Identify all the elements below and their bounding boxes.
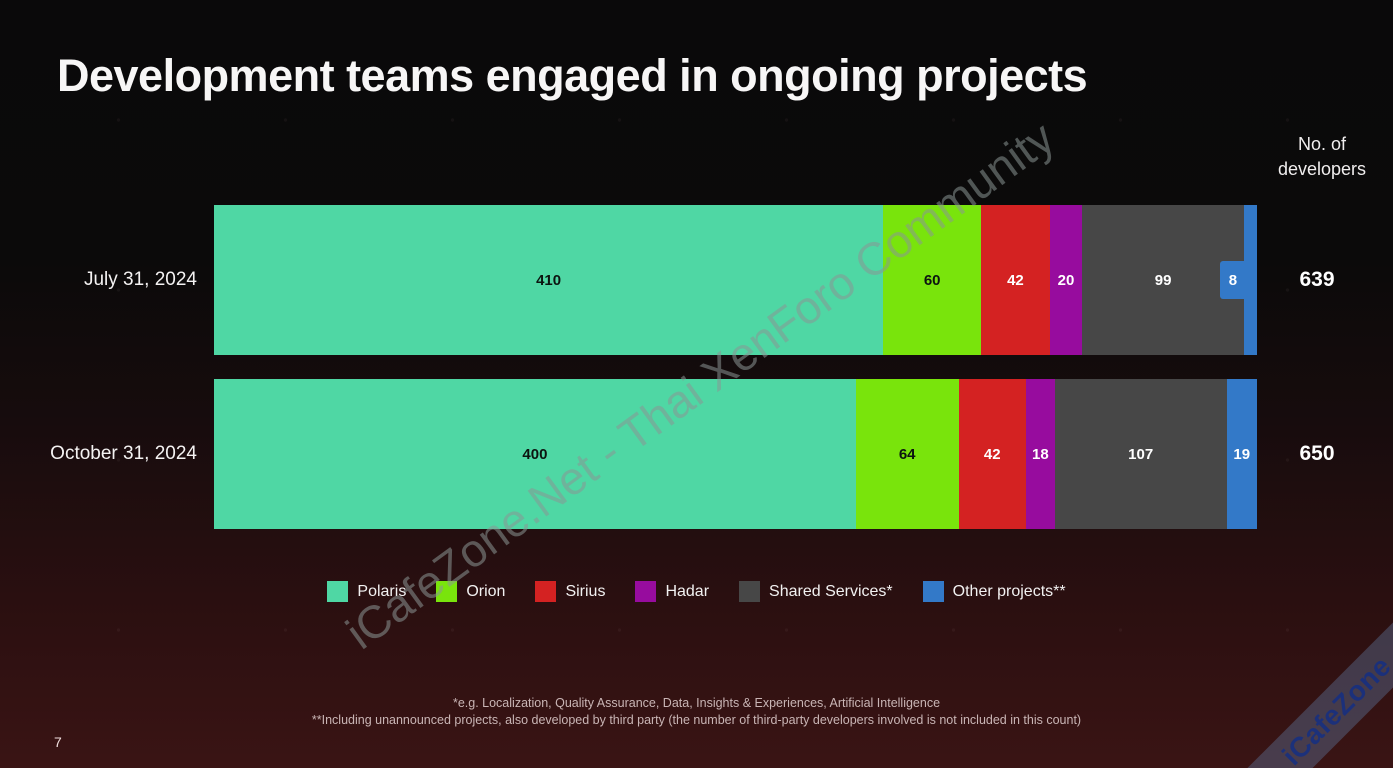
value-axis-label: No. of developers: [1278, 132, 1366, 182]
segment-value: 20: [1057, 271, 1075, 289]
row-label: July 31, 2024: [83, 269, 197, 290]
legend-label: Hadar: [665, 582, 710, 600]
legend-label: Other projects**: [952, 582, 1066, 600]
corner-watermark-ribbon: iCafeZone: [1232, 606, 1393, 768]
page-number: 7: [54, 734, 62, 750]
segment-value: 410: [536, 271, 562, 289]
legend-label: Shared Services*: [769, 582, 893, 600]
segment-value: 8: [1219, 261, 1246, 299]
footnotes: *e.g. Localization, Quality Assurance, D…: [0, 695, 1393, 728]
bar-segment: 18: [1025, 379, 1055, 529]
legend-item: Hadar: [635, 581, 709, 602]
stacked-bar: 410 60 42 20 99 8: [214, 205, 1257, 355]
segment-value: 107: [1128, 445, 1154, 463]
bar-segment: 64: [855, 379, 959, 529]
segment-value: 42: [1007, 271, 1024, 289]
value-axis-label-line2: developers: [1277, 159, 1366, 179]
bar-segment: 8: [1219, 205, 1257, 355]
legend-label: Polaris: [357, 582, 407, 600]
legend-swatch: [535, 581, 557, 602]
value-axis-label-line1: No. of: [1297, 134, 1346, 154]
chart-row: October 31, 2024 400 64 42 18 107 19 650: [0, 379, 1393, 529]
segment-value: 42: [983, 445, 1001, 463]
legend-item: Other projects**: [922, 581, 1066, 602]
legend-item: Polaris: [327, 581, 406, 602]
segment-value: 18: [1032, 445, 1049, 463]
bar-segment: 400: [214, 379, 856, 529]
chart-row: July 31, 2024 410 60 42 20 99 8 639: [0, 205, 1393, 355]
legend-item: Orion: [436, 581, 505, 602]
legend-label: Sirius: [565, 582, 606, 600]
row-label: October 31, 2024: [50, 443, 197, 464]
segment-value: 400: [522, 445, 548, 463]
segment-value: 99: [1154, 271, 1172, 289]
legend-swatch: [739, 581, 761, 602]
bar-segment: 410: [214, 205, 884, 355]
bar-segment: 42: [958, 379, 1026, 529]
row-total: 639: [1299, 268, 1335, 291]
stacked-bar: 400 64 42 18 107 19: [214, 379, 1257, 529]
legend-swatch: [922, 581, 944, 602]
slide-title: Development teams engaged in ongoing pro…: [57, 50, 1088, 101]
bar-segment: 107: [1054, 379, 1227, 529]
bar-segment: 19: [1226, 379, 1257, 529]
chart-legend: Polaris Orion Sirius Hadar Shared Services* O…: [0, 581, 1393, 602]
row-total: 650: [1299, 442, 1335, 465]
bar-segment: 20: [1049, 205, 1083, 355]
segment-value: 64: [898, 445, 916, 463]
legend-item: Sirius: [535, 581, 605, 602]
footnote-1: *e.g. Localization, Quality Assurance, D…: [452, 696, 941, 710]
bar-segment: 99: [1082, 205, 1244, 355]
footnote-2: **Including unannounced projects, also d…: [311, 712, 1082, 727]
bar-segment: 60: [883, 205, 982, 355]
legend-swatch: [327, 581, 349, 602]
segment-value: 19: [1233, 445, 1251, 463]
segment-value: 60: [923, 271, 941, 289]
legend-swatch: [635, 581, 657, 602]
legend-item: Shared Services*: [739, 581, 893, 602]
legend-label: Orion: [466, 582, 506, 600]
bar-segment: 42: [981, 205, 1050, 355]
legend-swatch: [436, 581, 458, 602]
